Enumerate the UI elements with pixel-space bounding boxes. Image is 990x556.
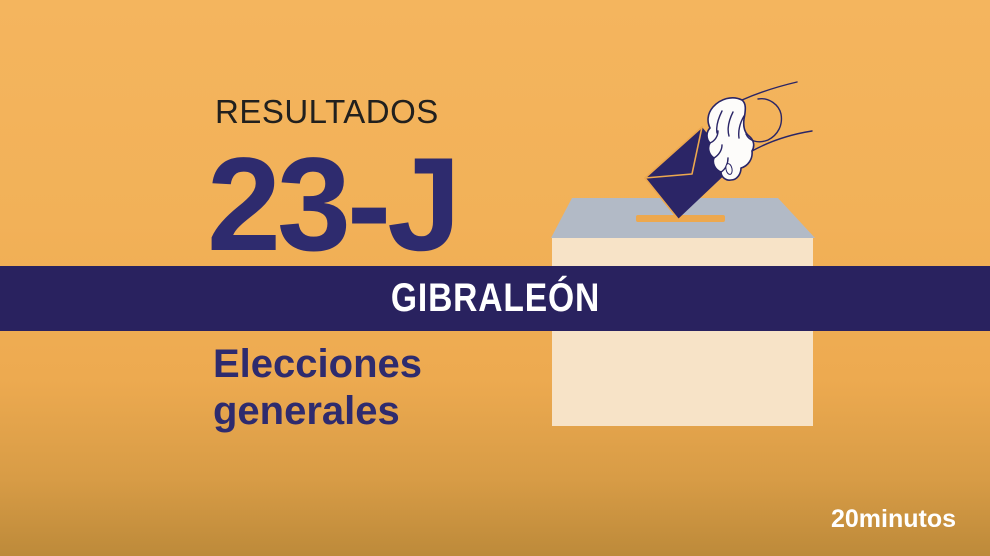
election-type: Elecciones generales <box>213 341 422 435</box>
voter-hand-icon <box>706 81 813 181</box>
election-type-line1: Elecciones <box>213 342 423 386</box>
municipality-banner: GIBRALEÓN <box>0 266 990 331</box>
results-kicker: RESULTADOS <box>215 93 439 130</box>
brand-logo: 20minutos <box>830 505 956 533</box>
election-date: 23-J <box>207 131 461 279</box>
ballot-box-illustration <box>551 81 815 426</box>
municipality-name: GIBRALEÓN <box>390 276 600 320</box>
ballot-slot-icon <box>636 215 725 222</box>
election-type-line2: generales <box>213 389 400 433</box>
